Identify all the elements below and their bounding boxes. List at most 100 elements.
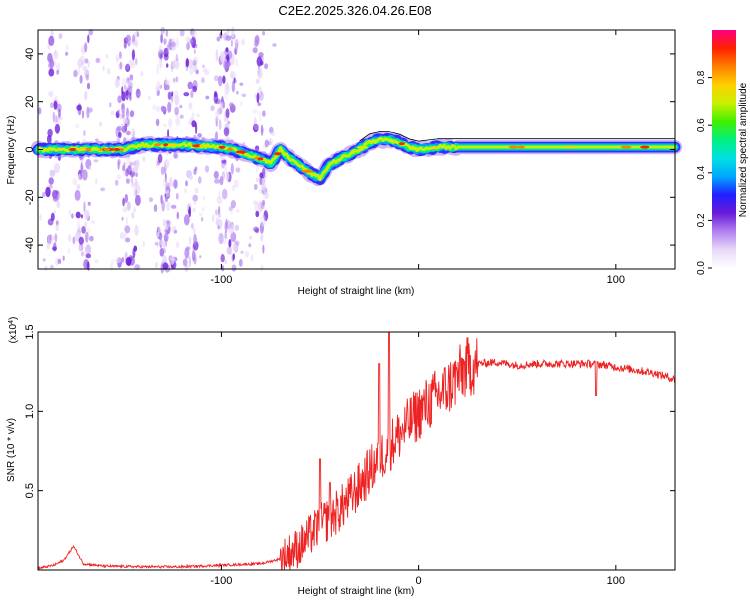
y-tick-label: -40 <box>24 237 36 253</box>
noise-blob <box>125 216 129 225</box>
noise-blob <box>135 58 138 66</box>
noise-blob <box>231 184 236 192</box>
noise-blob <box>119 232 125 240</box>
noise-blob <box>155 118 160 127</box>
noise-blob <box>48 177 54 185</box>
noise-blob <box>100 187 105 192</box>
noise-blob <box>142 240 145 247</box>
noise-blob <box>95 138 99 142</box>
noise-blob <box>176 211 180 220</box>
noise-blob <box>192 29 197 39</box>
noise-blob <box>121 103 126 113</box>
colorbar-tick-label: 0.4 <box>696 165 707 179</box>
noise-blob <box>126 63 130 71</box>
noise-blob <box>133 206 136 213</box>
noise-blob <box>188 236 192 246</box>
ridge-peak <box>257 157 264 161</box>
noise-blob <box>175 241 180 249</box>
noise-blob <box>48 35 55 47</box>
noise-blob <box>157 226 162 234</box>
noise-blob <box>48 59 55 67</box>
noise-blob <box>48 68 55 77</box>
noise-blob <box>162 255 168 265</box>
noise-blob <box>81 226 86 234</box>
noise-blob <box>71 213 74 219</box>
noise-blob <box>252 47 258 54</box>
noise-blob <box>184 187 187 194</box>
noise-blob <box>254 228 260 234</box>
noise-blob <box>166 220 171 225</box>
noise-blob <box>183 214 190 226</box>
noise-blob <box>262 244 265 254</box>
noise-blob <box>188 102 193 110</box>
noise-blob <box>230 231 237 243</box>
noise-blob <box>124 225 131 234</box>
noise-blob <box>81 110 85 119</box>
noise-blob <box>126 107 129 120</box>
noise-blob <box>114 179 119 186</box>
noise-blob <box>224 231 227 239</box>
noise-blob <box>186 42 191 51</box>
noise-blob <box>160 33 163 44</box>
noise-blob <box>259 91 264 101</box>
noise-blob <box>175 116 181 127</box>
noise-blob <box>214 116 220 122</box>
noise-blob <box>259 177 262 186</box>
noise-blob <box>77 225 82 237</box>
noise-blob <box>105 54 109 59</box>
noise-blob <box>125 95 130 99</box>
noise-blob <box>158 45 163 54</box>
noise-blob <box>75 211 81 219</box>
noise-blob <box>121 257 125 262</box>
noise-blob <box>79 75 83 84</box>
noise-blob <box>197 133 203 138</box>
noise-blob <box>133 245 138 252</box>
noise-blob <box>190 222 194 230</box>
ridge-peak <box>620 145 632 149</box>
spectrogram-y-ticks: -40 -20 0 20 40 <box>24 48 675 253</box>
noise-blob <box>87 34 90 44</box>
noise-blob <box>167 91 172 100</box>
y-tick-label: 1.5 <box>24 324 36 339</box>
noise-blob <box>57 258 62 264</box>
noise-blob <box>75 123 79 129</box>
noise-blob <box>195 69 199 75</box>
noise-blob <box>77 58 83 68</box>
noise-blob <box>167 128 170 139</box>
ridge-peak <box>356 145 369 149</box>
noise-blob <box>162 177 168 189</box>
noise-blob <box>54 95 58 100</box>
noise-blob <box>163 238 166 250</box>
noise-blob <box>165 84 170 91</box>
noise-blob <box>62 255 65 261</box>
noise-blob <box>226 220 232 230</box>
snr-multiplier-base: (x10 <box>8 323 19 343</box>
noise-blob <box>165 29 168 37</box>
ridge-peak <box>430 146 438 150</box>
noise-blob <box>257 102 262 106</box>
noise-blob <box>175 53 179 62</box>
noise-blob <box>80 214 83 219</box>
noise-blob <box>255 177 260 182</box>
noise-blob <box>225 47 229 53</box>
noise-blob <box>84 58 89 64</box>
colorbar-gradient <box>712 30 736 268</box>
noise-blob <box>89 165 92 171</box>
noise-blob <box>164 172 167 183</box>
noise-blob <box>261 182 266 191</box>
noise-blob <box>163 38 166 46</box>
y-tick-label: 0.5 <box>24 483 36 498</box>
noise-blob <box>82 169 88 181</box>
noise-blob <box>119 51 122 59</box>
noise-blob <box>38 107 42 115</box>
noise-blob <box>192 79 198 91</box>
noise-blob <box>54 115 57 125</box>
noise-blob <box>109 102 112 108</box>
noise-blob <box>230 71 234 79</box>
noise-blob <box>253 124 259 131</box>
x-tick-label: -100 <box>210 575 232 587</box>
snr-xlabel: Height of straight line (km) <box>298 586 415 597</box>
noise-blob <box>202 68 208 73</box>
noise-blob <box>153 204 158 213</box>
noise-blob <box>262 110 266 117</box>
